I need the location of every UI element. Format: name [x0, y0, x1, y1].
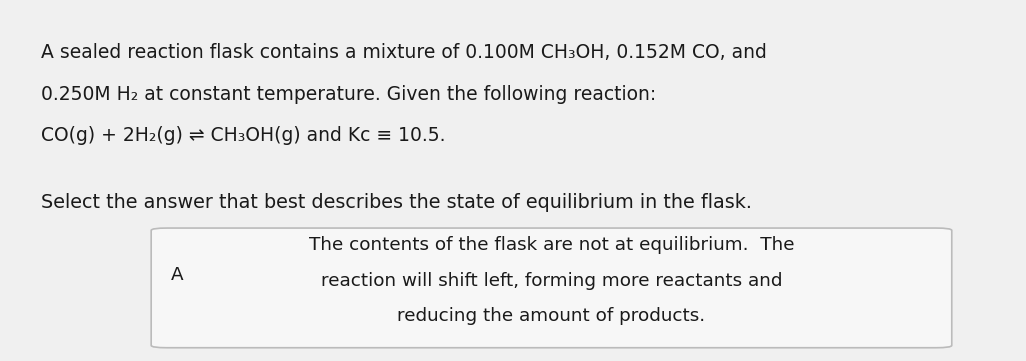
Text: 0.250M H₂ at constant temperature. Given the following reaction:: 0.250M H₂ at constant temperature. Given…	[41, 85, 657, 104]
FancyBboxPatch shape	[151, 228, 952, 348]
Text: A sealed reaction flask contains a mixture of 0.100M CH₃OH, 0.152M CO, and: A sealed reaction flask contains a mixtu…	[41, 43, 766, 62]
Text: The contents of the flask are not at equilibrium.  The: The contents of the flask are not at equ…	[309, 236, 794, 255]
Text: CO(g) + 2H₂(g) ⇌ CH₃OH(g) and Kc ≡ 10.5.: CO(g) + 2H₂(g) ⇌ CH₃OH(g) and Kc ≡ 10.5.	[41, 126, 445, 145]
Text: A: A	[171, 266, 184, 284]
Text: Select the answer that best describes the state of equilibrium in the flask.: Select the answer that best describes th…	[41, 193, 752, 212]
Text: reaction will shift left, forming more reactants and: reaction will shift left, forming more r…	[321, 272, 782, 290]
Text: reducing the amount of products.: reducing the amount of products.	[397, 307, 706, 325]
